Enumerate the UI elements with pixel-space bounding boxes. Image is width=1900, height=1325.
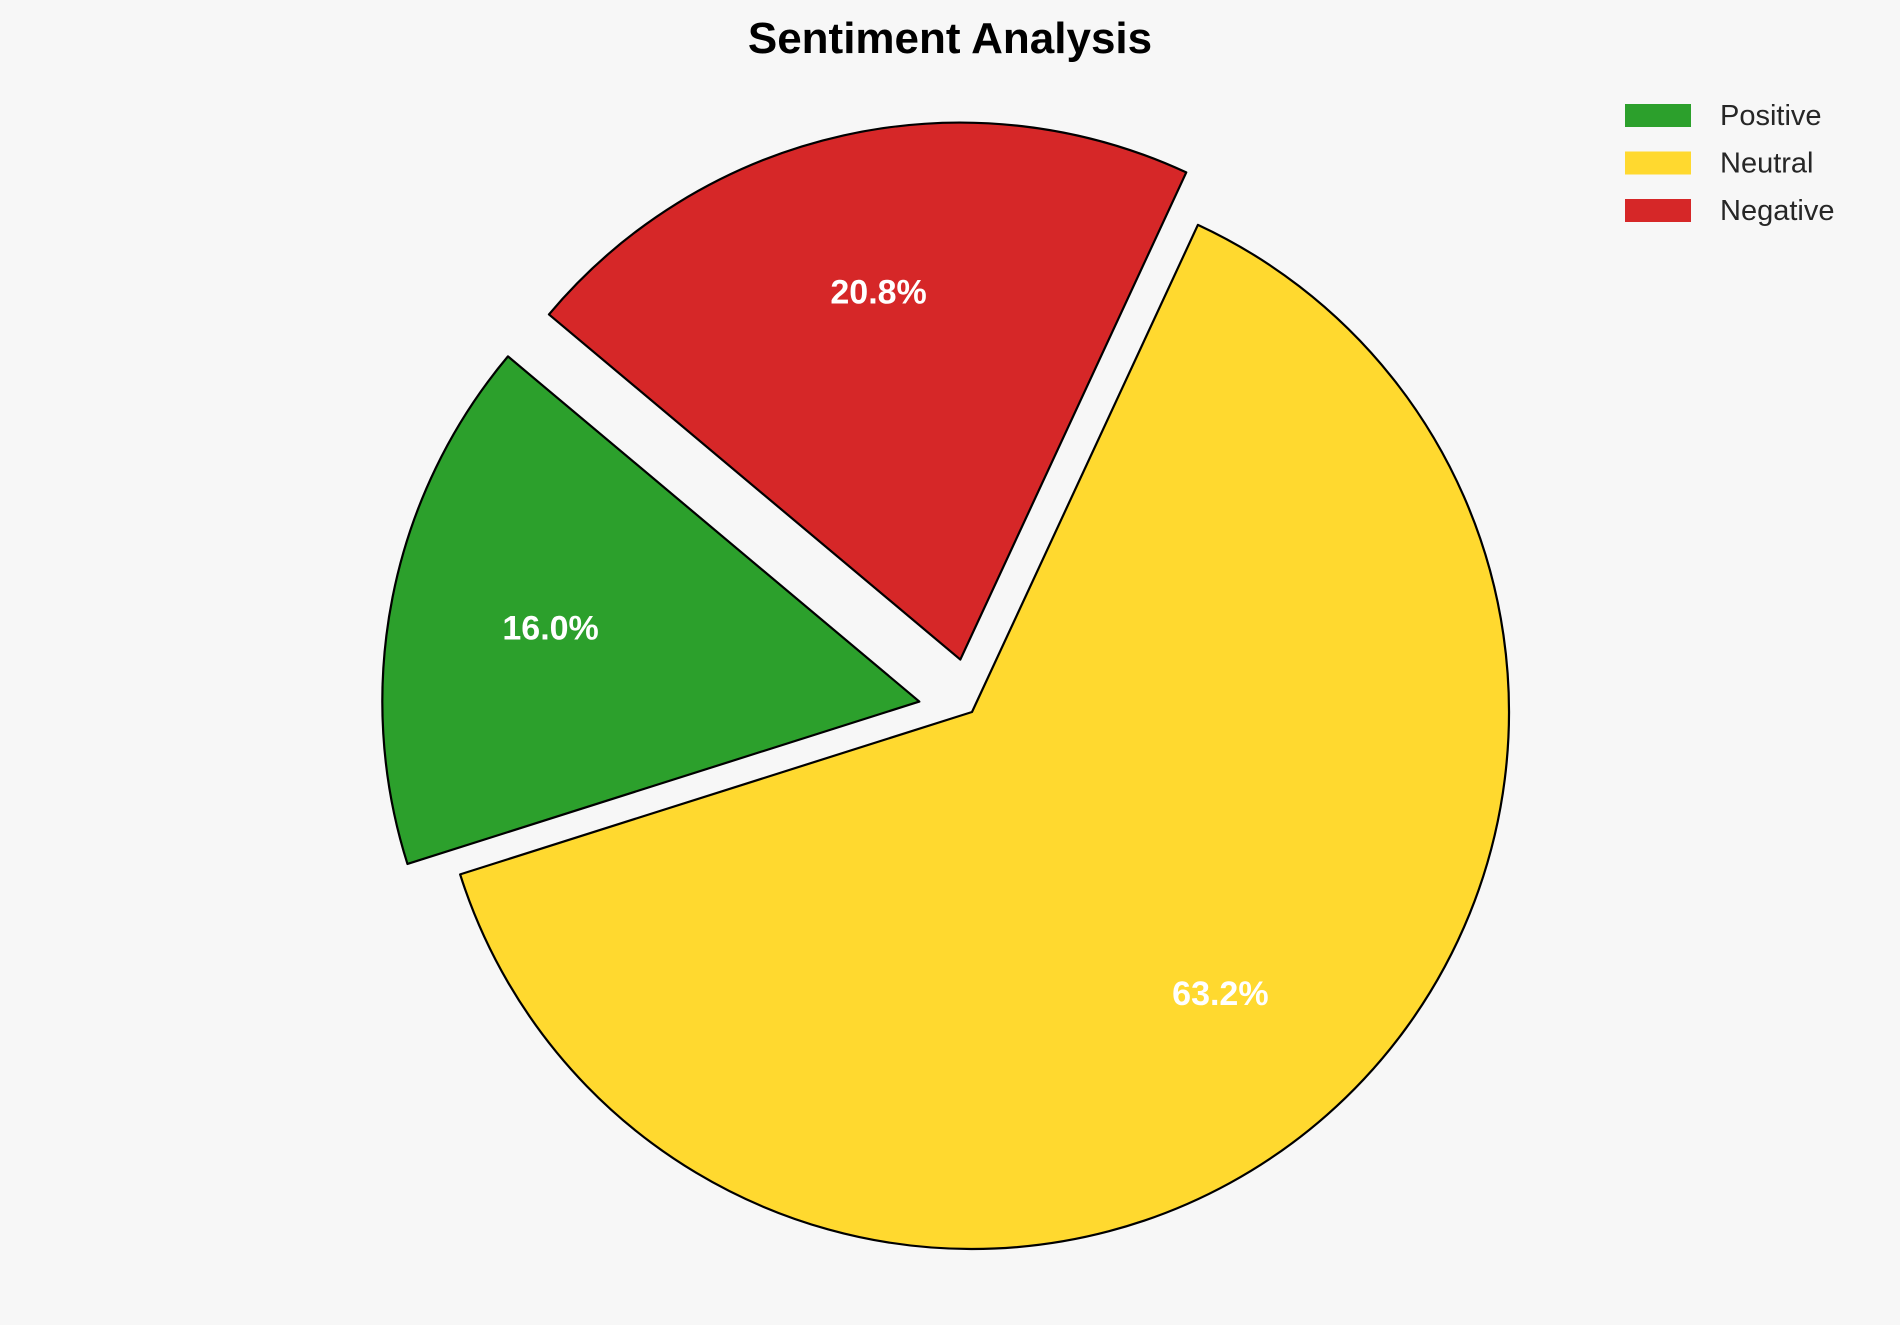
legend-label-positive: Positive: [1720, 100, 1822, 132]
pie-slice-neutral: [459, 223, 1511, 1251]
legend-swatch-negative: [1625, 199, 1691, 222]
slice-label-neutral: 63.2%: [1172, 975, 1268, 1013]
slice-label-negative: 20.8%: [830, 274, 926, 312]
legend-swatch-positive: [1625, 104, 1691, 127]
legend-label-negative: Negative: [1720, 195, 1834, 227]
chart-title: Sentiment Analysis: [747, 14, 1153, 63]
slice-label-positive: 16.0%: [502, 610, 598, 648]
pie-slice-negative: [547, 121, 1188, 661]
legend-label-neutral: Neutral: [1720, 148, 1814, 180]
legend-swatch-neutral: [1625, 151, 1691, 175]
pie-slice-positive: [381, 355, 921, 866]
